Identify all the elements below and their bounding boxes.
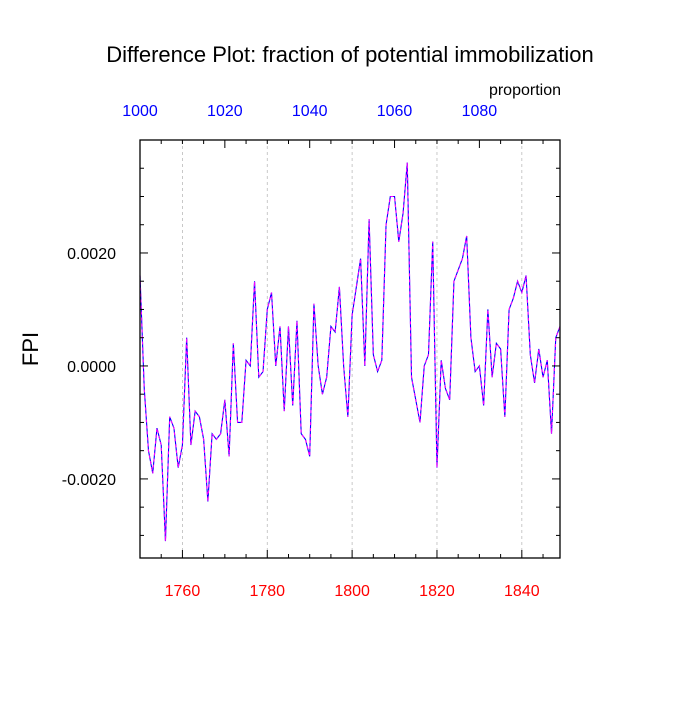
top-axis-label: proportion xyxy=(489,82,561,99)
x-tick-label-top: 1020 xyxy=(207,103,243,120)
tick-labels-layer: 1760 1780 1800 1820 1840 1000 1020 1040 1060 1080… xyxy=(62,103,540,600)
y-tick-label: 0.0000 xyxy=(67,359,116,376)
y-axis-label: FPI xyxy=(18,332,43,366)
x-tick-label-bottom: 1800 xyxy=(334,583,370,600)
chart-title: Difference Plot: fraction of potential i… xyxy=(106,42,594,67)
y-tick-label: -0.0020 xyxy=(62,472,116,489)
x-tick-label-bottom: 1780 xyxy=(249,583,285,600)
x-tick-label-bottom: 1840 xyxy=(504,583,540,600)
x-tick-label-top: 1080 xyxy=(462,103,498,120)
x-tick-label-bottom: 1760 xyxy=(165,583,201,600)
x-tick-label-bottom: 1820 xyxy=(419,583,455,600)
plot-frame xyxy=(139,139,561,559)
series-line-primary xyxy=(139,162,561,542)
x-tick-label-top: 1000 xyxy=(122,103,158,120)
ticks-layer xyxy=(139,140,560,558)
x-tick-label-top: 1040 xyxy=(292,103,328,120)
series-line-overlay xyxy=(139,162,561,542)
series-layer xyxy=(139,162,561,542)
grid-layer xyxy=(182,140,523,558)
x-tick-label-top: 1060 xyxy=(377,103,413,120)
y-tick-label: 0.0020 xyxy=(67,246,116,263)
